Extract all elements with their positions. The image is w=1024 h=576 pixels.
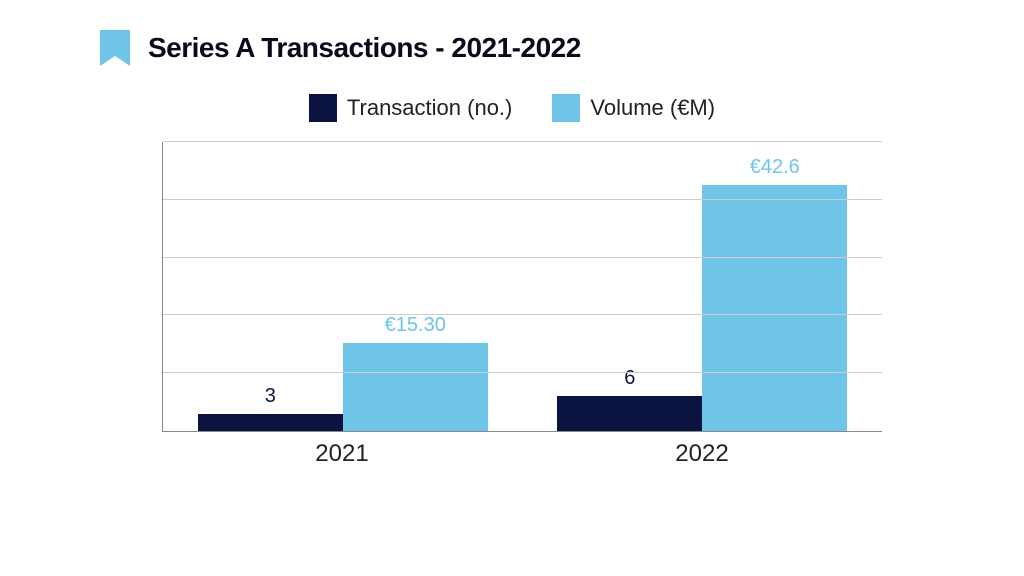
bar: 6	[557, 396, 702, 431]
chart-container: Series A Transactions - 2021-2022 Transa…	[0, 0, 1024, 512]
bar-groups: 3€15.306€42.6	[163, 142, 882, 431]
legend-label: Transaction (no.)	[347, 95, 512, 121]
gridline	[163, 314, 882, 315]
plot-area: 3€15.306€42.6	[162, 142, 882, 432]
chart-header: Series A Transactions - 2021-2022	[100, 30, 924, 66]
x-axis-labels: 20212022	[162, 432, 882, 472]
gridline	[163, 372, 882, 373]
chart-title: Series A Transactions - 2021-2022	[148, 32, 581, 64]
x-axis-label: 2022	[522, 432, 882, 472]
gridline	[163, 141, 882, 142]
legend-swatch-icon	[309, 94, 337, 122]
ribbon-icon	[100, 30, 130, 66]
legend-item-volume: Volume (€M)	[552, 94, 715, 122]
chart-legend: Transaction (no.) Volume (€M)	[100, 94, 924, 122]
bar-value-label: 6	[624, 367, 635, 390]
gridline	[163, 199, 882, 200]
x-axis-label: 2021	[162, 432, 522, 472]
plot: 3€15.306€42.6 20212022	[132, 132, 892, 472]
bar-group: 6€42.6	[523, 142, 883, 431]
bar-value-label: €42.6	[750, 156, 800, 179]
legend-swatch-icon	[552, 94, 580, 122]
bar: 3	[198, 414, 343, 431]
gridline	[163, 257, 882, 258]
legend-item-transactions: Transaction (no.)	[309, 94, 512, 122]
bar-value-label: €15.30	[385, 314, 446, 337]
bar: €42.6	[702, 185, 847, 431]
bar: €15.30	[343, 343, 488, 431]
bar-value-label: 3	[265, 385, 276, 408]
legend-label: Volume (€M)	[590, 95, 715, 121]
bar-group: 3€15.30	[163, 142, 523, 431]
